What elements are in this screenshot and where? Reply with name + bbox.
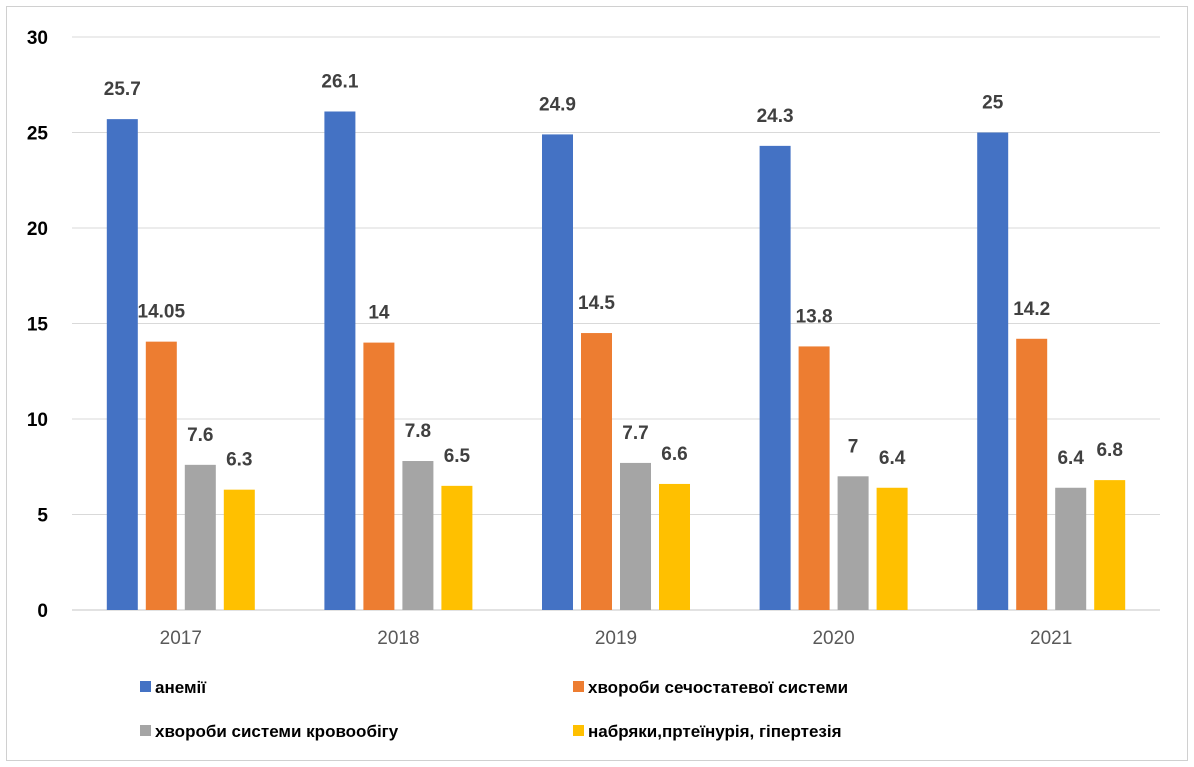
y-tick-label: 15 (27, 315, 49, 336)
data-label: 6.8 (1096, 440, 1122, 461)
y-tick-label: 25 (27, 124, 49, 145)
data-label: 14.05 (138, 302, 186, 323)
legend-label: анемії (155, 678, 207, 697)
y-tick-label: 30 (27, 28, 48, 49)
bar (363, 342, 395, 610)
x-tick-label: 2019 (595, 628, 637, 649)
legend-label: хвороби сечостатевої системи (588, 678, 848, 697)
bar (441, 485, 473, 610)
bar (1016, 338, 1048, 610)
bar (184, 464, 216, 610)
bar (402, 461, 434, 610)
data-label: 7.7 (622, 423, 648, 444)
legend-label: хвороби системи кровообігу (155, 722, 399, 741)
data-label: 6.4 (1057, 448, 1084, 469)
y-tick-label: 10 (27, 410, 48, 431)
data-label: 26.1 (321, 71, 358, 92)
y-tick-label: 20 (27, 219, 48, 240)
bar (798, 346, 830, 610)
bar (837, 476, 869, 610)
data-label: 6.3 (226, 450, 252, 471)
data-label: 13.8 (796, 306, 833, 327)
x-tick-label: 2021 (1030, 628, 1072, 649)
x-tick-label: 2017 (160, 628, 202, 649)
legend-swatch (573, 681, 584, 692)
data-label: 7 (848, 436, 859, 457)
data-label: 6.6 (661, 444, 687, 465)
data-label: 25 (982, 93, 1004, 114)
legend-swatch (140, 681, 151, 692)
data-label: 24.3 (757, 106, 794, 127)
data-label: 25.7 (104, 79, 141, 100)
bar (620, 462, 651, 610)
data-label: 24.9 (539, 94, 576, 115)
data-label: 6.4 (879, 448, 906, 469)
data-label: 14 (368, 303, 390, 324)
bar (223, 489, 255, 610)
bar (324, 111, 356, 611)
legend-label: набряки,пртеїнурія, гіпертезія (588, 722, 842, 741)
data-label: 7.6 (187, 425, 213, 446)
data-label: 14.2 (1013, 299, 1050, 320)
bar (581, 333, 612, 610)
bar (876, 487, 908, 610)
bar (1094, 480, 1126, 610)
x-tick-label: 2020 (812, 628, 854, 649)
bar (977, 132, 1009, 610)
legend-swatch (140, 725, 151, 736)
data-label: 7.8 (405, 421, 431, 442)
bar (659, 483, 690, 610)
bar (759, 145, 791, 610)
x-tick-label: 2018 (377, 628, 419, 649)
bar (1055, 487, 1087, 610)
data-label: 6.5 (444, 446, 471, 467)
bar (542, 134, 573, 610)
bar (145, 341, 177, 610)
y-tick-label: 0 (37, 601, 48, 622)
legend-swatch (573, 725, 584, 736)
data-label: 14.5 (578, 293, 615, 314)
bar (106, 119, 138, 610)
y-tick-label: 5 (37, 506, 48, 527)
